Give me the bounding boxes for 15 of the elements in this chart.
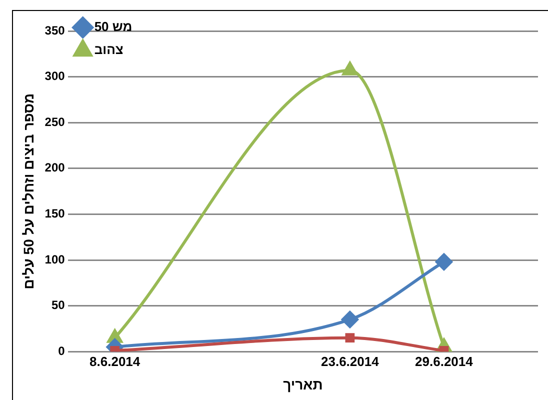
y-tick-label: 50 bbox=[51, 298, 66, 312]
x-axis-title: תאריך bbox=[283, 376, 323, 392]
y-tick-label: 100 bbox=[44, 252, 66, 266]
y-tick-label: 200 bbox=[44, 160, 66, 175]
x-tick-label: 23.6.2014 bbox=[321, 354, 380, 369]
y-tick-label: 300 bbox=[44, 69, 66, 84]
y-tick-label: 0 bbox=[58, 344, 66, 358]
y-tick-label: 150 bbox=[44, 206, 66, 221]
y-tick-label: 350 bbox=[44, 23, 66, 38]
x-tick-label: 29.6.2014 bbox=[415, 354, 474, 369]
x-tick-label: 8.6.2014 bbox=[90, 354, 141, 369]
y-tick-label: 250 bbox=[44, 114, 66, 129]
y-axis-title: מספר ביצים וזחלים על 50 עלים bbox=[20, 93, 36, 290]
legend-label: צהוב bbox=[94, 42, 124, 58]
legend-label: מש 50 bbox=[94, 19, 132, 34]
